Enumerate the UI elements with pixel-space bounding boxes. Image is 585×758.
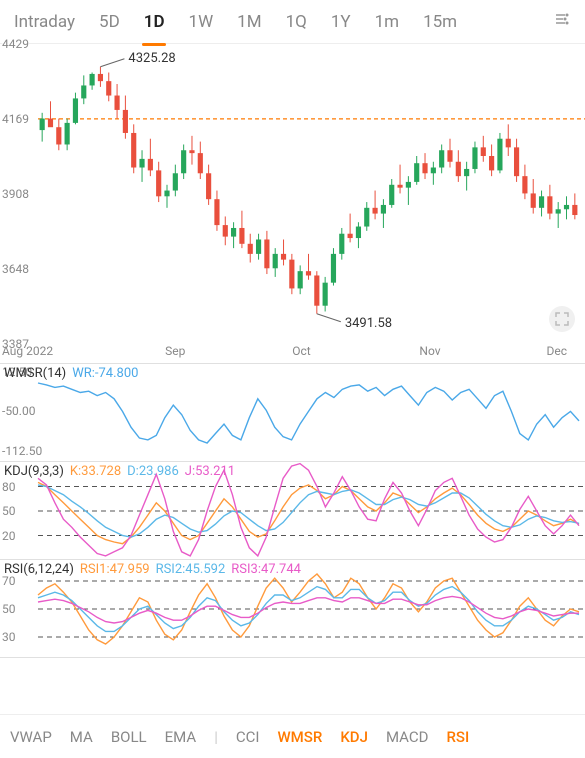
- y-tick-label: -50.00: [2, 405, 35, 417]
- rsi-panel[interactable]: 705030RSI(6,12,24)RSI1:47.959RSI2:45.592…: [0, 560, 585, 658]
- y-tick-label: 80: [2, 481, 16, 493]
- y-tick-label: 30: [2, 631, 16, 643]
- y-tick-label: 50: [2, 603, 16, 615]
- timeframe-1w[interactable]: 1W: [183, 8, 220, 36]
- kdj-label: KDJ(9,3,3)K:33.728D:23.986J:53.211: [4, 464, 241, 479]
- rsi-label: RSI(6,12,24)RSI1:47.959RSI2:45.592RSI3:4…: [4, 562, 307, 577]
- indicator-divider: |: [214, 728, 218, 746]
- expand-chart-icon[interactable]: [549, 306, 575, 332]
- timeframe-5d[interactable]: 5D: [93, 8, 126, 36]
- indicator-vwap[interactable]: VWAP: [10, 728, 52, 746]
- y-tick-label: 20: [2, 530, 16, 542]
- indicator-macd[interactable]: MACD: [386, 728, 429, 746]
- chart-settings-icon[interactable]: [549, 5, 577, 38]
- indicator-kdj[interactable]: KDJ: [340, 728, 368, 746]
- indicator-ma[interactable]: MA: [70, 728, 93, 746]
- indicator-rsi[interactable]: RSI: [446, 728, 469, 746]
- timeframe-1m[interactable]: 1M: [231, 8, 267, 36]
- low-callout-label: 3491.58: [345, 316, 392, 331]
- timeframe-bar: Intraday 5D 1D 1W 1M 1Q 1Y 1m 15m: [0, 0, 585, 44]
- wmsr-panel[interactable]: 12.50-50.00-112.50WMSR(14)WR:-74.800: [0, 364, 585, 462]
- kdj-panel[interactable]: 80 50 20 KDJ(9,3,3)K:33.728D:23.986J:53.211: [0, 462, 585, 560]
- y-tick-label: 4169: [2, 113, 29, 125]
- timeframe-1d[interactable]: 1D: [138, 8, 171, 36]
- y-tick-label: 3908: [2, 188, 29, 200]
- indicator-bar: VWAP MA BOLL EMA | CCI WMSR KDJ MACD RSI: [0, 714, 585, 758]
- y-tick-label: 4429: [2, 38, 29, 50]
- x-tick-label: Dec: [547, 344, 568, 358]
- chart-area: 33873648390841694429Aug 2022SepOctNovDec…: [0, 44, 585, 658]
- x-tick-label: Oct: [292, 344, 310, 358]
- y-tick-label: 50: [2, 505, 16, 517]
- y-tick-label: 3648: [2, 263, 29, 275]
- candlestick-svg: [0, 44, 585, 364]
- timeframe-intraday[interactable]: Intraday: [8, 8, 81, 36]
- timeframe-15m[interactable]: 15m: [417, 8, 463, 36]
- indicator-boll[interactable]: BOLL: [111, 728, 147, 746]
- wmsr-label: WMSR(14)WR:-74.800: [4, 366, 144, 381]
- high-callout-label: 4325.28: [128, 51, 175, 66]
- x-tick-label: Sep: [165, 344, 185, 358]
- timeframe-1m[interactable]: 1m: [369, 8, 405, 36]
- y-tick-label: -112.50: [2, 445, 42, 457]
- indicator-cci[interactable]: CCI: [236, 728, 260, 746]
- indicator-ema[interactable]: EMA: [165, 728, 197, 746]
- main-candlestick-panel[interactable]: 33873648390841694429Aug 2022SepOctNovDec…: [0, 44, 585, 364]
- timeframe-1q[interactable]: 1Q: [280, 8, 313, 36]
- timeframe-1y[interactable]: 1Y: [325, 8, 357, 36]
- indicator-wmsr[interactable]: WMSR: [277, 728, 322, 746]
- x-tick-label: Aug 2022: [2, 344, 53, 358]
- x-tick-label: Nov: [419, 344, 440, 358]
